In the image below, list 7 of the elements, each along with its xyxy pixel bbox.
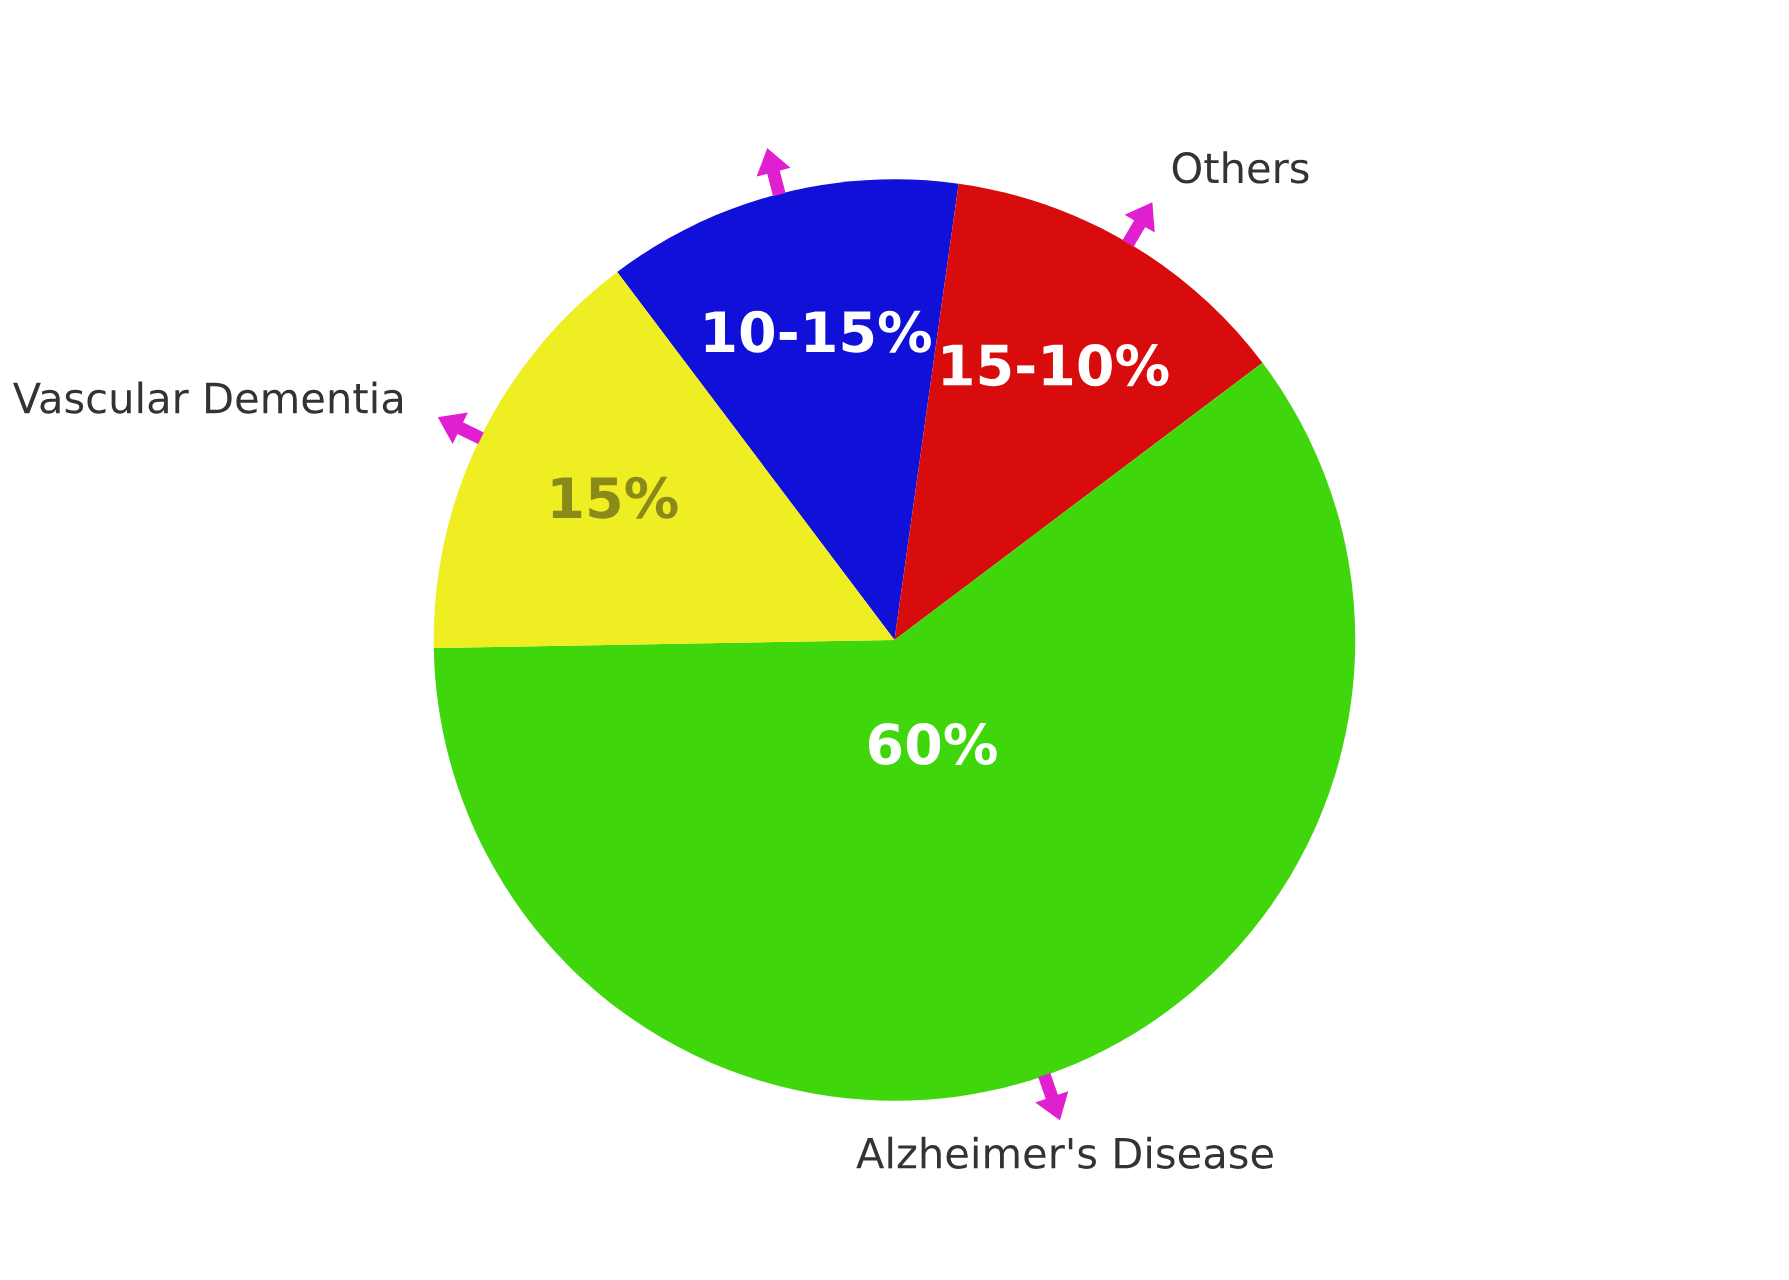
data-label: 60% — [868, 723, 997, 766]
text: 15-10% — [943, 344, 1169, 387]
slice-label: Vascular Dementia — [13, 381, 403, 414]
text: 10-15% — [705, 310, 931, 353]
data-label: 15% — [552, 476, 678, 519]
slice-label: Alzheimer's Disease — [856, 1136, 1273, 1169]
slice-label: Others — [1172, 151, 1309, 184]
